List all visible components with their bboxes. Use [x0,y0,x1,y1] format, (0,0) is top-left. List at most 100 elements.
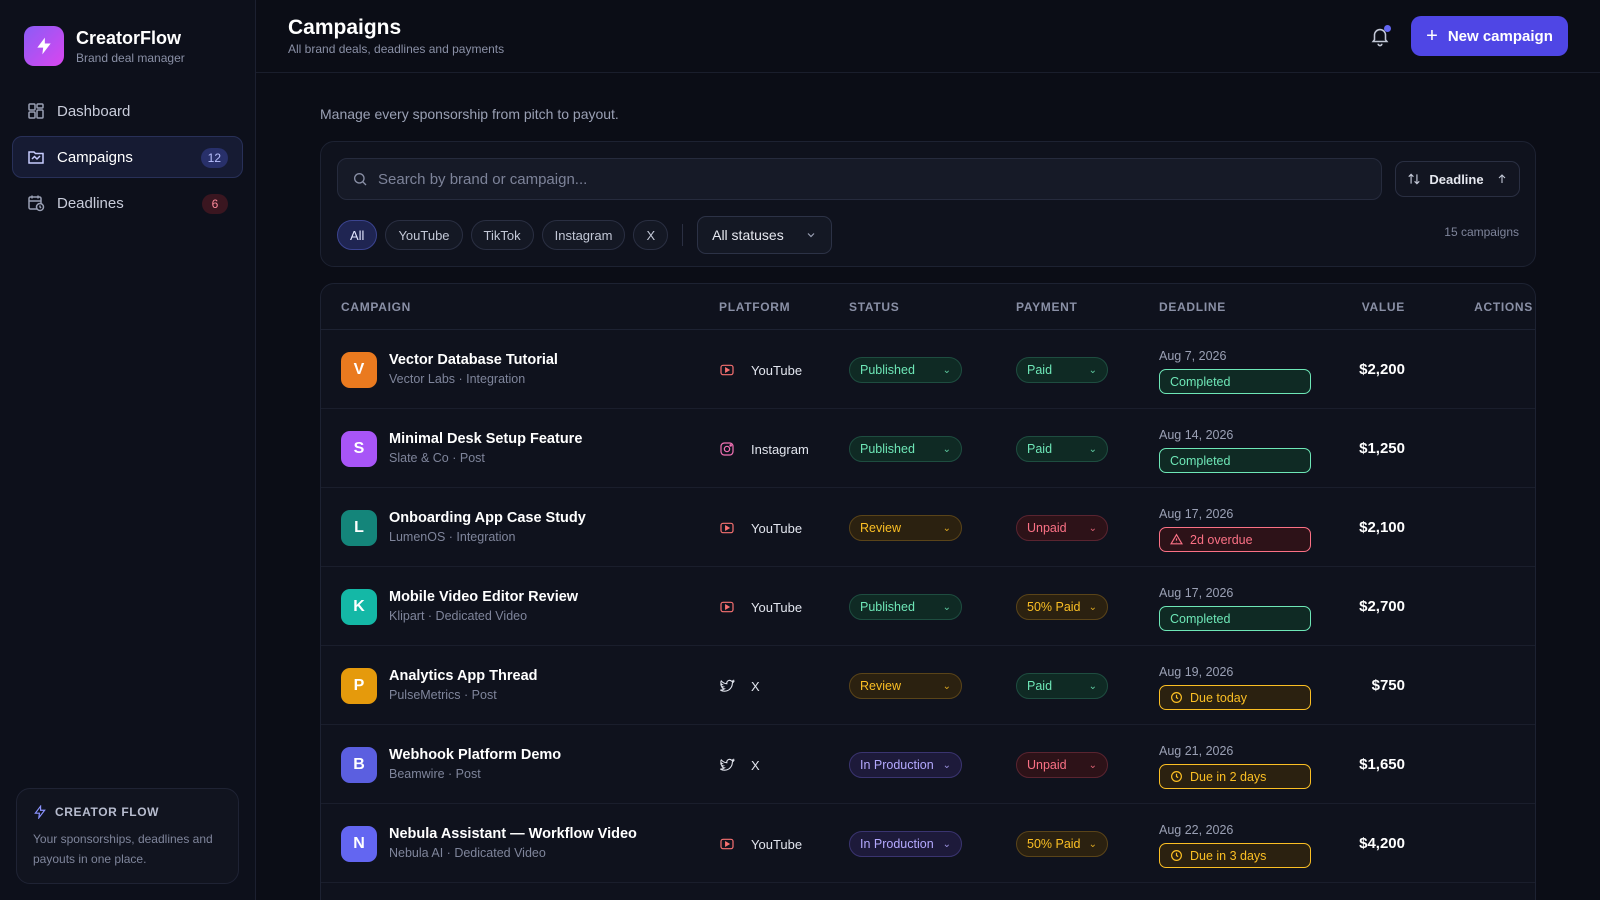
brand-avatar: V [341,352,377,388]
column-platform[interactable]: PLATFORM [719,300,791,314]
column-status[interactable]: STATUS [849,300,900,314]
chip-instagram[interactable]: Instagram [541,220,626,250]
youtube-icon [719,599,743,615]
campaign-meta: Beamwire · Post [389,767,481,781]
status-select[interactable]: All statuses [697,216,833,254]
plus-icon: + [1426,25,1438,47]
deadline-date: Aug 22, 2026 [1159,823,1234,837]
platform-cell: YouTube [719,520,802,536]
payment-dropdown[interactable]: 50% Paid ⌄ [1016,594,1108,620]
clock-icon [1171,771,1182,782]
search-box[interactable] [337,158,1382,200]
youtube-icon [719,520,743,536]
campaign-name[interactable]: Onboarding App Case Study [389,510,586,526]
chevron-down-icon: ⌄ [942,443,951,455]
status-dropdown[interactable]: In Production ⌄ [849,752,962,778]
chevron-down-icon: ⌄ [942,680,951,692]
column-actions: ACTIONS [1474,300,1533,314]
notifications-bell-icon[interactable] [1369,25,1391,47]
status-dropdown[interactable]: Review ⌄ [849,515,962,541]
side-card-text: Your sponsorships, deadlines and payouts… [33,832,213,866]
campaign-name[interactable]: Minimal Desk Setup Feature [389,431,583,447]
creator-flow-card: CREATOR FLOW Your sponsorships, deadline… [16,788,239,884]
chevron-down-icon: ⌄ [942,838,951,850]
sort-label: Deadline [1429,171,1484,187]
clock-icon [1171,692,1182,703]
table-row[interactable]: B Webhook Platform Demo Beamwire · Post X In… [321,725,1535,804]
payment-dropdown[interactable]: Paid ⌄ [1016,357,1108,383]
table-row[interactable]: L Onboarding App Case Study LumenOS · Inte… [321,488,1535,567]
deadline-date: Aug 7, 2026 [1159,349,1227,363]
column-campaign[interactable]: CAMPAIGN [341,300,412,314]
youtube-icon [719,362,743,378]
chevron-down-icon: ⌄ [942,601,951,613]
notification-dot [1384,25,1391,32]
deadline-status-badge: Completed [1159,606,1311,631]
deadlines-count-badge: 6 [202,194,228,214]
payment-dropdown[interactable]: Unpaid ⌄ [1016,515,1108,541]
campaign-name[interactable]: Mobile Video Editor Review [389,589,579,605]
table-row[interactable]: P Analytics App Thread PulseMetrics · Post… [321,646,1535,725]
deadline-status-badge: Completed [1159,448,1311,473]
page-subtitle: All brand deals, deadlines and payments [288,42,505,56]
x-bird-icon [719,757,743,773]
column-payment[interactable]: PAYMENT [1016,300,1078,314]
deadline-date: Aug 14, 2026 [1159,428,1234,442]
status-dropdown[interactable]: Published ⌄ [849,436,962,462]
deadline-date: Aug 21, 2026 [1159,744,1234,758]
sidebar-item-campaigns[interactable]: Campaigns 12 [12,136,243,178]
deadline-status-badge: 2d overdue [1159,527,1311,552]
arrow-up-icon [1498,174,1505,183]
campaign-meta: Slate & Co · Post [389,451,485,465]
table-row[interactable]: K Mobile Video Editor Review Klipart · Ded… [321,567,1535,646]
table-row[interactable]: N Nebula Assistant — Workflow Video Nebula… [321,804,1535,883]
filter-panel: Deadline All YouTube TikTok Instagram X … [320,141,1536,267]
chip-youtube[interactable]: YouTube [385,220,463,250]
campaign-meta: Vector Labs · Integration [389,372,526,386]
table-row[interactable]: S Minimal Desk Setup Feature Slate & Co · … [321,409,1535,488]
platform-cell: X [719,757,760,773]
payment-dropdown[interactable]: Paid ⌄ [1016,436,1108,462]
chip-all[interactable]: All [337,220,378,250]
campaign-name[interactable]: Webhook Platform Demo [389,747,562,763]
campaign-meta: LumenOS · Integration [389,530,516,544]
campaigns-table: CAMPAIGN PLATFORM STATUS PAYMENT DEADLIN… [320,283,1536,900]
calendar-clock-icon [27,194,45,212]
chip-x[interactable]: X [633,220,669,250]
x-bird-icon [719,678,743,694]
brand-avatar: K [341,589,377,625]
platform-cell: Instagram [719,441,809,457]
column-deadline[interactable]: DEADLINE [1159,300,1226,314]
new-campaign-button[interactable]: + New campaign [1411,16,1568,56]
page-header: Campaigns All brand deals, deadlines and… [256,0,1600,73]
column-value[interactable]: VALUE [1361,300,1405,314]
status-dropdown[interactable]: Published ⌄ [849,357,962,383]
campaign-value: $1,250 [1359,440,1405,457]
sort-arrows-icon [1408,173,1421,185]
chip-tiktok[interactable]: TikTok [470,220,534,250]
platform-cell: YouTube [719,836,802,852]
table-row[interactable]: V Vector Database Tutorial Vector Labs · I… [321,330,1535,409]
search-input[interactable] [378,170,1278,188]
status-dropdown[interactable]: In Production ⌄ [849,831,962,857]
payment-dropdown[interactable]: Paid ⌄ [1016,673,1108,699]
table-header: CAMPAIGN PLATFORM STATUS PAYMENT DEADLIN… [321,284,1535,330]
campaign-name[interactable]: Analytics App Thread [389,668,538,684]
sidebar-item-dashboard[interactable]: Dashboard [12,90,243,132]
status-dropdown[interactable]: Published ⌄ [849,594,962,620]
sidebar-item-deadlines[interactable]: Deadlines 6 [12,182,243,224]
sort-deadline-button[interactable]: Deadline [1395,161,1520,197]
campaign-name[interactable]: Nebula Assistant — Workflow Video [389,826,637,842]
payment-dropdown[interactable]: 50% Paid ⌄ [1016,831,1108,857]
brand-avatar: B [341,747,377,783]
deadline-status-badge: Due in 2 days [1159,764,1311,789]
brand[interactable]: CreatorFlow Brand deal manager [24,26,185,66]
campaign-name[interactable]: Vector Database Tutorial [389,352,558,368]
platform-filter-chips: All YouTube TikTok Instagram X All statu… [337,216,833,254]
payment-dropdown[interactable]: Unpaid ⌄ [1016,752,1108,778]
sidebar-item-label: Dashboard [57,102,131,120]
status-dropdown[interactable]: Review ⌄ [849,673,962,699]
platform-cell: YouTube [719,362,802,378]
chevron-down-icon: ⌄ [1088,838,1097,850]
dashboard-icon [27,102,45,120]
